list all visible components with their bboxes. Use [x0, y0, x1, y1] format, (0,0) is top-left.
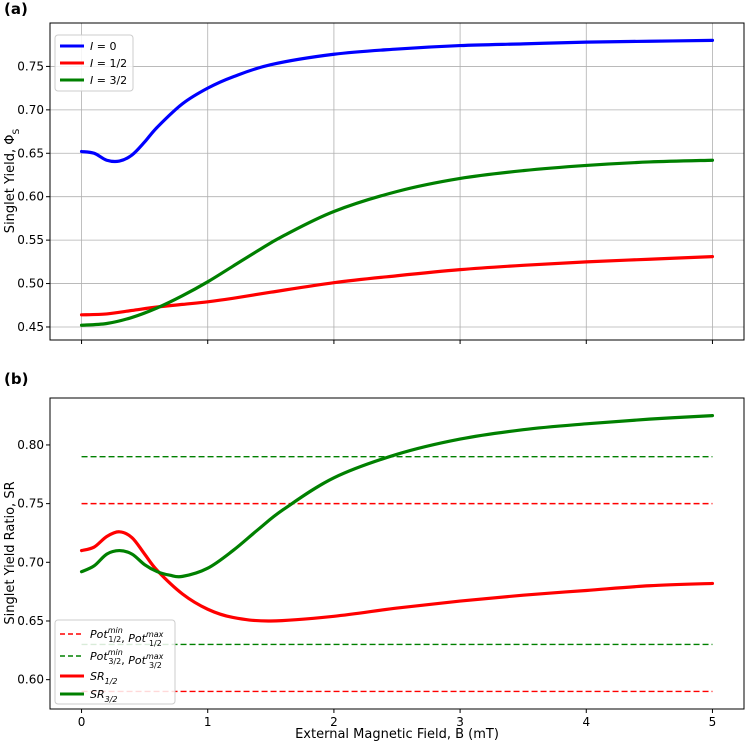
legend-label-base: Pot: [90, 628, 108, 641]
panel-b-reference-lines: [81, 455, 713, 693]
y-tick-label: 0.70: [17, 103, 44, 117]
legend-label-sub: 3/2: [149, 661, 162, 670]
legend-label-sup: max: [146, 652, 164, 661]
y-tick-label: 0.75: [17, 497, 44, 511]
panel-a-ylabel: Singlet Yield, ΦS: [3, 129, 22, 234]
legend-label-sep: ,: [121, 654, 128, 667]
series-line-0: [79, 38, 715, 164]
series-line-2: [79, 158, 715, 327]
panel-a-label: (a): [4, 0, 28, 18]
y-tick-label: 0.55: [17, 233, 44, 247]
panel-a: (a) 0.45 0.50 0.55 0.60 0.65 0.70 0.75 Singlet…: [3, 0, 745, 344]
legend-label: Potmin 3/2, Potmax 3/2: [90, 648, 164, 670]
x-tick-label: 4: [582, 715, 590, 729]
legend-label-base: Pot: [128, 654, 146, 667]
legend-label-base: Pot: [90, 650, 108, 663]
panel-b-ticks: 0 1 2 3 4 5 0.60 0.65 0.70 0.75 0.80: [17, 438, 716, 729]
panel-a-ticks: 0.45 0.50 0.55 0.60 0.65 0.70 0.75: [17, 59, 713, 344]
y-tick-label: 0.65: [17, 614, 44, 628]
y-tick-label: 0.80: [17, 438, 44, 452]
panel-a-frame: [49, 22, 745, 341]
legend-label-sup: min: [108, 626, 123, 635]
panel-b-series: [79, 414, 715, 623]
legend-label-sub: 3/2: [105, 695, 118, 704]
legend-label-base: SR: [90, 688, 105, 701]
legend-label-base: I: [90, 74, 93, 87]
legend-label: I = 1/2: [90, 57, 127, 70]
panel-b-xlabel: External Magnetic Field, B (mT): [295, 727, 499, 742]
panel-b-frame: [49, 397, 745, 710]
series-line-0: [79, 530, 715, 623]
legend-label-value: = 1/2: [93, 57, 127, 70]
legend-label-sub: 1/2: [105, 677, 118, 686]
legend-label-sup: max: [146, 630, 164, 639]
legend-label: SR3/2: [90, 688, 118, 704]
x-tick-label: 1: [204, 715, 212, 729]
legend-label-base: I: [90, 57, 93, 70]
y-tick-label: 0.60: [17, 190, 44, 204]
panel-b-label: (b): [4, 370, 28, 388]
y-tick-label: 0.60: [17, 673, 44, 687]
legend-label-value: = 0: [93, 40, 116, 53]
legend-label-sub: 3/2: [108, 657, 121, 666]
legend-label-sub: 1/2: [149, 639, 162, 648]
legend-label: SR1/2: [90, 670, 118, 686]
y-tick-label: 0.50: [17, 277, 44, 291]
legend-label-value: = 3/2: [93, 74, 127, 87]
legend-label-sub: 1/2: [108, 635, 121, 644]
x-tick-label: 5: [709, 715, 717, 729]
legend-label-sep: ,: [121, 632, 128, 645]
x-tick-label: 2: [330, 715, 338, 729]
y-tick-label: 0.65: [17, 146, 44, 160]
y-tick-label: 0.70: [17, 555, 44, 569]
panel-b-legend-box: [54, 619, 176, 705]
panel-a-series: [79, 38, 715, 327]
legend-label-base: I: [90, 40, 93, 53]
y-tick-label: 0.75: [17, 59, 44, 73]
y-tick-label: 0.45: [17, 320, 44, 334]
legend-label: I = 0: [90, 40, 116, 53]
panel-a-grid: [50, 23, 744, 340]
panel-b: (b) 0 1 2 3 4 5 0.60 0.65 0.70 0.75 0.80 External …: [3, 370, 745, 742]
panel-a-legend: I = 0I = 1/2I = 3/2: [54, 34, 134, 92]
panel-a-legend-box: [54, 34, 134, 92]
panel-b-ylabel: Singlet Yield Ratio, SR: [3, 481, 18, 624]
legend-label: I = 3/2: [90, 74, 127, 87]
legend-label-base: Pot: [128, 632, 146, 645]
x-tick-label: 0: [78, 715, 86, 729]
series-line-1: [79, 414, 715, 579]
legend-label-sup: min: [108, 648, 123, 657]
x-tick-label: 3: [456, 715, 464, 729]
series-line-1: [79, 255, 715, 317]
legend-label-base: SR: [90, 670, 105, 683]
legend-label: Potmin 1/2, Potmax 1/2: [90, 626, 164, 648]
